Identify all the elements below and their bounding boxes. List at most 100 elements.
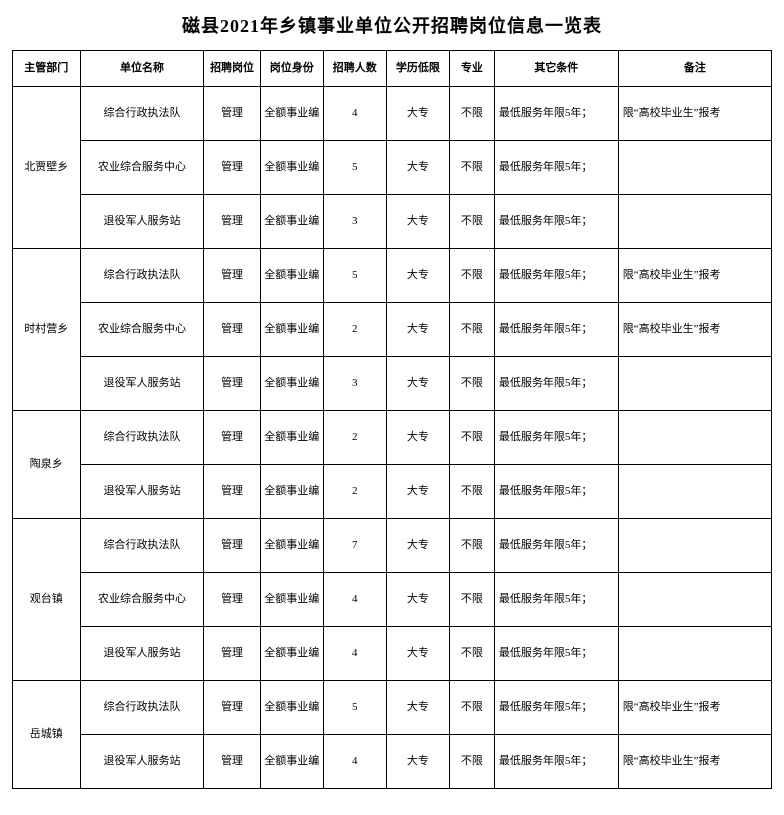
cell-unit: 退役军人服务站 (80, 627, 204, 681)
cell-edu: 大专 (386, 249, 449, 303)
cell-status: 全额事业编 (260, 141, 323, 195)
cell-other: 最低服务年限5年； (494, 357, 618, 411)
cell-count: 2 (323, 465, 386, 519)
cell-position: 管理 (204, 411, 260, 465)
cell-status: 全额事业编 (260, 627, 323, 681)
cell-status: 全额事业编 (260, 735, 323, 789)
cell-status: 全额事业编 (260, 249, 323, 303)
table-row: 退役军人服务站管理全额事业编2大专不限最低服务年限5年； (13, 465, 772, 519)
cell-count: 5 (323, 141, 386, 195)
cell-major: 不限 (449, 627, 494, 681)
cell-status: 全额事业编 (260, 465, 323, 519)
cell-position: 管理 (204, 573, 260, 627)
cell-major: 不限 (449, 141, 494, 195)
cell-unit: 综合行政执法队 (80, 519, 204, 573)
col-header-count: 招聘人数 (323, 51, 386, 87)
cell-dept: 岳城镇 (13, 681, 81, 789)
cell-unit: 农业综合服务中心 (80, 303, 204, 357)
cell-unit: 退役军人服务站 (80, 735, 204, 789)
table-row: 北贾壁乡综合行政执法队管理全额事业编4大专不限最低服务年限5年；限“高校毕业生”… (13, 87, 772, 141)
cell-unit: 农业综合服务中心 (80, 141, 204, 195)
cell-edu: 大专 (386, 519, 449, 573)
cell-position: 管理 (204, 303, 260, 357)
cell-position: 管理 (204, 141, 260, 195)
cell-other: 最低服务年限5年； (494, 735, 618, 789)
cell-major: 不限 (449, 465, 494, 519)
cell-edu: 大专 (386, 735, 449, 789)
table-row: 退役军人服务站管理全额事业编3大专不限最低服务年限5年； (13, 195, 772, 249)
cell-major: 不限 (449, 195, 494, 249)
col-header-unit: 单位名称 (80, 51, 204, 87)
cell-position: 管理 (204, 465, 260, 519)
cell-major: 不限 (449, 303, 494, 357)
cell-edu: 大专 (386, 465, 449, 519)
cell-major: 不限 (449, 357, 494, 411)
cell-remark (618, 195, 771, 249)
cell-status: 全额事业编 (260, 303, 323, 357)
cell-unit: 综合行政执法队 (80, 87, 204, 141)
cell-remark (618, 627, 771, 681)
recruitment-table: 主管部门 单位名称 招聘岗位 岗位身份 招聘人数 学历低限 专业 其它条件 备注… (12, 50, 772, 789)
cell-position: 管理 (204, 195, 260, 249)
cell-major: 不限 (449, 519, 494, 573)
cell-remark (618, 573, 771, 627)
col-header-other: 其它条件 (494, 51, 618, 87)
cell-remark: 限“高校毕业生”报考 (618, 249, 771, 303)
cell-position: 管理 (204, 357, 260, 411)
cell-other: 最低服务年限5年； (494, 249, 618, 303)
cell-status: 全额事业编 (260, 195, 323, 249)
table-row: 农业综合服务中心管理全额事业编2大专不限最低服务年限5年；限“高校毕业生”报考 (13, 303, 772, 357)
cell-other: 最低服务年限5年； (494, 303, 618, 357)
cell-count: 5 (323, 249, 386, 303)
cell-edu: 大专 (386, 195, 449, 249)
col-header-remark: 备注 (618, 51, 771, 87)
cell-major: 不限 (449, 87, 494, 141)
cell-count: 4 (323, 735, 386, 789)
cell-count: 4 (323, 573, 386, 627)
cell-unit: 退役军人服务站 (80, 465, 204, 519)
cell-edu: 大专 (386, 303, 449, 357)
cell-other: 最低服务年限5年； (494, 87, 618, 141)
cell-edu: 大专 (386, 573, 449, 627)
cell-edu: 大专 (386, 411, 449, 465)
cell-status: 全额事业编 (260, 573, 323, 627)
cell-remark (618, 357, 771, 411)
table-row: 陶泉乡综合行政执法队管理全额事业编2大专不限最低服务年限5年； (13, 411, 772, 465)
col-header-position: 招聘岗位 (204, 51, 260, 87)
cell-position: 管理 (204, 87, 260, 141)
cell-count: 4 (323, 87, 386, 141)
table-header-row: 主管部门 单位名称 招聘岗位 岗位身份 招聘人数 学历低限 专业 其它条件 备注 (13, 51, 772, 87)
cell-dept: 时村营乡 (13, 249, 81, 411)
cell-edu: 大专 (386, 87, 449, 141)
table-row: 观台镇综合行政执法队管理全额事业编7大专不限最低服务年限5年； (13, 519, 772, 573)
cell-position: 管理 (204, 249, 260, 303)
cell-unit: 农业综合服务中心 (80, 573, 204, 627)
cell-other: 最低服务年限5年； (494, 195, 618, 249)
cell-count: 7 (323, 519, 386, 573)
cell-remark (618, 519, 771, 573)
cell-major: 不限 (449, 735, 494, 789)
cell-remark: 限“高校毕业生”报考 (618, 735, 771, 789)
cell-position: 管理 (204, 627, 260, 681)
cell-edu: 大专 (386, 357, 449, 411)
cell-position: 管理 (204, 681, 260, 735)
cell-other: 最低服务年限5年； (494, 465, 618, 519)
cell-major: 不限 (449, 681, 494, 735)
cell-unit: 退役军人服务站 (80, 357, 204, 411)
cell-status: 全额事业编 (260, 87, 323, 141)
cell-other: 最低服务年限5年； (494, 141, 618, 195)
cell-unit: 综合行政执法队 (80, 681, 204, 735)
cell-count: 5 (323, 681, 386, 735)
cell-edu: 大专 (386, 681, 449, 735)
cell-unit: 综合行政执法队 (80, 249, 204, 303)
cell-other: 最低服务年限5年； (494, 411, 618, 465)
cell-remark (618, 141, 771, 195)
cell-remark (618, 411, 771, 465)
cell-dept: 陶泉乡 (13, 411, 81, 519)
cell-other: 最低服务年限5年； (494, 573, 618, 627)
table-row: 退役军人服务站管理全额事业编4大专不限最低服务年限5年；限“高校毕业生”报考 (13, 735, 772, 789)
cell-status: 全额事业编 (260, 357, 323, 411)
cell-position: 管理 (204, 735, 260, 789)
table-row: 农业综合服务中心管理全额事业编4大专不限最低服务年限5年； (13, 573, 772, 627)
table-body: 北贾壁乡综合行政执法队管理全额事业编4大专不限最低服务年限5年；限“高校毕业生”… (13, 87, 772, 789)
